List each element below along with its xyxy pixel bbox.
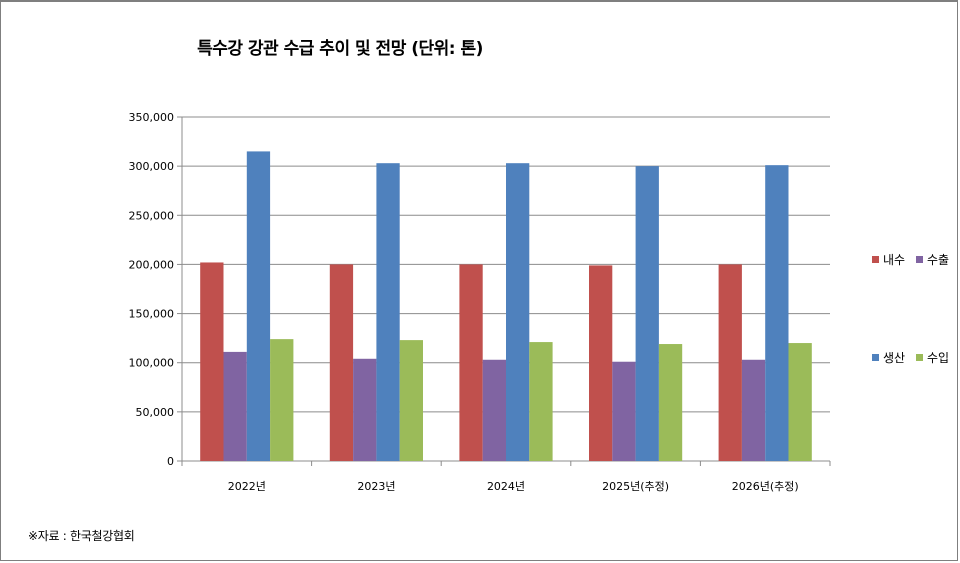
bar-수입-0 [270, 339, 294, 461]
legend-swatch-수출 [916, 256, 923, 263]
bar-내수-4 [718, 264, 742, 461]
bar-생산-3 [635, 166, 659, 461]
bar-내수-1 [329, 264, 354, 461]
y-tick-label: 50,000 [136, 406, 175, 419]
bar-내수-2 [459, 264, 483, 461]
legend-label-생산: 생산 [883, 351, 906, 365]
legend-swatch-생산 [872, 354, 879, 361]
bar-수입-2 [529, 342, 553, 461]
bar-생산-1 [376, 163, 400, 462]
legend-label-수출: 수출 [927, 253, 950, 267]
bar-수출-1 [353, 358, 377, 461]
y-tick-label: 0 [167, 455, 174, 468]
y-tick-label: 300,000 [129, 160, 175, 173]
legend-item-생산: 생산 [872, 349, 905, 366]
y-tick-label: 150,000 [129, 308, 175, 321]
source-note: ※자료 : 한국철강협회 [28, 529, 135, 543]
bar-수출-4 [741, 359, 766, 461]
bar-수출-2 [482, 359, 506, 461]
bar-생산-4 [765, 165, 789, 461]
bar-수출-0 [223, 351, 247, 461]
x-tick-label: 2025년(추정) [602, 480, 669, 493]
legend-label-내수: 내수 [883, 253, 906, 267]
bar-수출-3 [612, 361, 636, 461]
legend-item-내수: 내수 [872, 251, 905, 268]
bar-수입-1 [399, 340, 423, 461]
bar-생산-2 [506, 163, 530, 462]
legend-item-수출: 수출 [916, 251, 949, 268]
bar-수입-4 [788, 343, 812, 461]
bar-내수-3 [589, 265, 613, 461]
bar-생산-0 [246, 151, 271, 461]
x-tick-label: 2026년(추정) [732, 480, 799, 493]
legend-item-수입: 수입 [916, 349, 949, 366]
bar-내수-0 [200, 262, 224, 461]
y-tick-label: 200,000 [129, 258, 175, 271]
legend-label-수입: 수입 [927, 351, 950, 365]
legend-swatch-수입 [916, 354, 923, 361]
x-tick-label: 2022년 [228, 480, 266, 493]
y-tick-label: 250,000 [129, 209, 175, 222]
x-tick-label: 2024년 [487, 480, 525, 493]
y-tick-label: 350,000 [129, 111, 175, 124]
chart-title: 특수강 강관 수급 추이 및 전망 (단위: 톤) [197, 39, 483, 59]
x-tick-label: 2023년 [357, 480, 395, 493]
bar-수입-3 [658, 344, 683, 461]
legend-swatch-내수 [872, 256, 879, 263]
y-tick-label: 100,000 [129, 357, 175, 370]
